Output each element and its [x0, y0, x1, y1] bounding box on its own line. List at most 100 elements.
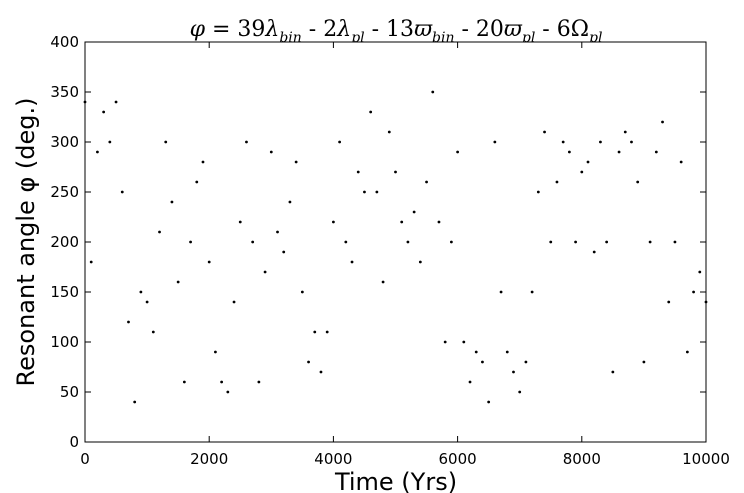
y-tick-label: 0: [69, 433, 79, 451]
data-point: [630, 140, 633, 144]
data-point: [487, 400, 491, 404]
data-point: [232, 300, 236, 304]
y-tick-label: 350: [50, 83, 79, 101]
title-phi: φ: [190, 17, 206, 42]
data-point: [412, 210, 416, 214]
data-point: [499, 290, 503, 294]
data-point: [108, 140, 112, 144]
data-point: [549, 240, 553, 244]
data-point: [679, 160, 683, 164]
data-point: [474, 350, 478, 354]
data-point: [642, 360, 646, 364]
data-point: [338, 140, 342, 144]
data-point: [530, 290, 534, 294]
data-point: [276, 230, 279, 234]
data-point: [387, 130, 391, 134]
data-point: [505, 350, 509, 354]
data-point: [288, 200, 292, 204]
data-point: [493, 140, 497, 144]
data-point: [282, 250, 286, 254]
x-tick-label: 10000: [682, 450, 730, 468]
data-point: [226, 390, 230, 394]
data-point: [406, 240, 410, 244]
data-point: [307, 360, 310, 364]
y-tick-label: 100: [50, 333, 79, 351]
data-point: [481, 360, 484, 364]
data-point: [214, 350, 217, 354]
data-point: [605, 240, 609, 244]
data-point: [176, 280, 180, 284]
data-point: [648, 240, 652, 244]
x-tick-label: 8000: [563, 450, 601, 468]
data-point: [325, 330, 329, 334]
data-point: [220, 380, 224, 384]
data-point: [269, 150, 273, 154]
data-point: [449, 240, 453, 244]
data-point: [456, 150, 459, 154]
data-point: [151, 330, 155, 334]
data-point: [375, 190, 379, 194]
data-point: [170, 200, 174, 204]
data-point: [114, 100, 118, 104]
data-point: [257, 380, 261, 384]
data-point: [468, 380, 472, 384]
data-point: [592, 250, 596, 254]
data-point: [698, 270, 702, 274]
data-point: [586, 160, 590, 164]
x-tick-label: 2000: [190, 450, 228, 468]
x-tick-label: 0: [80, 450, 90, 468]
data-point: [543, 130, 546, 134]
data-point: [667, 300, 671, 304]
data-point: [661, 120, 664, 124]
data-point: [319, 370, 323, 374]
data-point: [251, 240, 255, 244]
data-point: [300, 290, 304, 294]
data-point: [524, 360, 528, 364]
data-point: [139, 290, 143, 294]
data-point: [195, 180, 199, 184]
data-point: [127, 320, 130, 324]
data-point: [685, 350, 689, 354]
data-point: [673, 240, 677, 244]
data-point: [102, 110, 106, 114]
data-point: [512, 370, 515, 374]
axis-ticks: 0 2000 4000 6000 8000 10000 0 50 100 150 200 250 300…: [50, 33, 730, 468]
data-point: [313, 330, 317, 334]
data-point: [561, 140, 565, 144]
data-point: [158, 230, 161, 234]
data-point: [567, 150, 571, 154]
data-point: [363, 190, 366, 194]
data-point: [369, 110, 373, 114]
data-point: [245, 140, 248, 144]
data-point: [381, 280, 385, 284]
data-point: [182, 380, 186, 384]
data-point: [437, 220, 441, 224]
data-point: [89, 260, 93, 264]
data-point: [425, 180, 428, 184]
data-point: [623, 130, 627, 134]
data-point: [120, 190, 124, 194]
x-axis-label: Time (Yrs): [334, 468, 457, 493]
data-point: [418, 260, 422, 264]
data-point: [704, 300, 708, 304]
data-point: [431, 90, 435, 94]
data-point: [238, 220, 242, 224]
data-point: [599, 140, 602, 144]
y-tick-label: 300: [50, 133, 79, 151]
data-point: [83, 100, 87, 104]
data-point: [654, 150, 658, 154]
data-point: [201, 160, 205, 164]
y-tick-label: 250: [50, 183, 79, 201]
data-point: [617, 150, 621, 154]
x-tick-label: 4000: [314, 450, 352, 468]
data-point: [96, 150, 99, 154]
y-tick-label: 400: [50, 33, 79, 51]
data-point: [636, 180, 640, 184]
data-point: [555, 180, 559, 184]
y-tick-label: 200: [50, 233, 79, 251]
data-point: [611, 370, 615, 374]
y-tick-label: 150: [50, 283, 79, 301]
data-point: [356, 170, 360, 174]
data-point: [294, 160, 298, 164]
